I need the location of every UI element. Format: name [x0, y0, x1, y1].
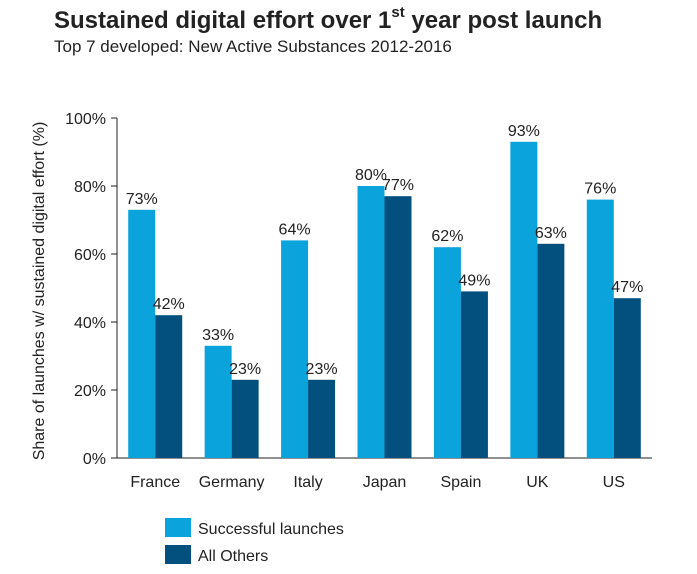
data-label-successful-spain: 62% [431, 228, 463, 245]
x-tick-label-germany: Germany [199, 474, 265, 491]
bar-others-italy [308, 379, 336, 458]
data-label-others-us: 47% [611, 279, 643, 296]
bar-others-germany [231, 379, 259, 458]
bar-successful-spain [433, 247, 461, 458]
data-label-others-uk: 63% [535, 225, 567, 242]
chart-title-superscript: st [391, 4, 405, 21]
data-label-others-germany: 23% [229, 361, 261, 378]
data-label-others-italy: 23% [306, 361, 338, 378]
chart-title: Sustained digital effort over 1st year p… [54, 4, 603, 35]
legend-label-others: All Others [198, 548, 268, 565]
legend-label-successful: Successful launches [198, 521, 344, 538]
bar-others-france [155, 315, 183, 458]
bar-others-us [613, 298, 641, 458]
bar-others-japan [384, 196, 412, 458]
data-label-successful-germany: 33% [202, 327, 234, 344]
chart-title-rest: year post launch [404, 7, 603, 34]
y-tick-label: 100% [65, 111, 106, 128]
data-label-successful-us: 76% [584, 181, 616, 198]
x-tick-label-japan: Japan [363, 474, 407, 491]
chart-subtitle: Top 7 developed: New Active Substances 2… [54, 37, 452, 56]
bar-successful-us [586, 199, 614, 458]
bar-others-spain [460, 291, 488, 458]
data-label-others-france: 42% [153, 296, 185, 313]
data-label-successful-italy: 64% [279, 221, 311, 238]
bar-others-uk [537, 243, 565, 458]
data-label-others-spain: 49% [458, 272, 490, 289]
legend-swatch-others [165, 545, 191, 564]
x-tick-label-italy: Italy [293, 474, 322, 491]
data-label-others-japan: 77% [382, 177, 414, 194]
data-label-successful-france: 73% [126, 191, 158, 208]
legend-swatch-successful [165, 518, 191, 537]
legend: Successful launches All Others [165, 518, 344, 565]
bar-successful-france [128, 209, 156, 458]
x-tick-label-uk: UK [526, 474, 549, 491]
bar-successful-italy [281, 240, 309, 458]
chart-title-main: Sustained digital effort over 1 [54, 7, 392, 34]
y-tick-label: 80% [74, 179, 106, 196]
y-tick-label: 40% [74, 315, 106, 332]
x-tick-label-france: France [130, 474, 180, 491]
bar-successful-uk [510, 141, 538, 459]
data-label-successful-uk: 93% [508, 123, 540, 140]
bar-successful-germany [204, 345, 232, 458]
y-tick-label: 60% [74, 247, 106, 264]
y-tick-label: 0% [83, 451, 106, 468]
x-tick-label-spain: Spain [440, 474, 481, 491]
data-label-successful-japan: 80% [355, 167, 387, 184]
x-tick-label-us: US [603, 474, 625, 491]
y-tick-label: 20% [74, 383, 106, 400]
bar-successful-japan [357, 186, 385, 458]
y-axis-label: Share of launches w/ sustained digital e… [31, 122, 48, 461]
